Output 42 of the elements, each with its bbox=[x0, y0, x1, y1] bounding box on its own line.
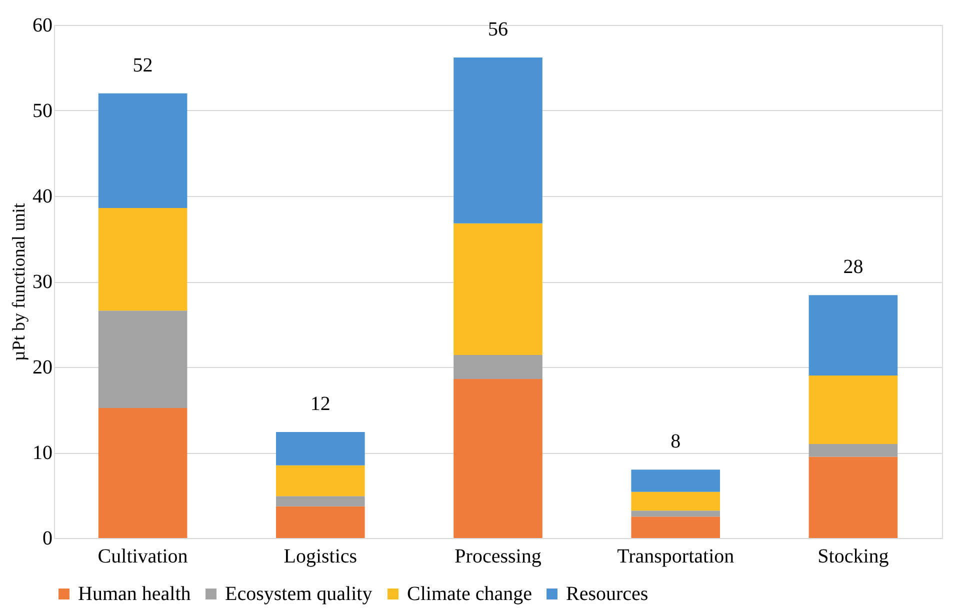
y-tick-label: 0 bbox=[42, 528, 52, 550]
bar bbox=[631, 516, 720, 538]
x-tick-label: Processing bbox=[454, 546, 542, 568]
y-tick-label: 30 bbox=[32, 271, 52, 293]
bar bbox=[98, 408, 188, 538]
bar bbox=[631, 470, 720, 492]
bar bbox=[98, 93, 188, 208]
total-label: 12 bbox=[310, 392, 330, 415]
x-tick-label: Cultivation bbox=[98, 546, 188, 568]
total-label: 8 bbox=[670, 430, 681, 453]
y-tick-label: 50 bbox=[32, 100, 52, 122]
legend-label: Ecosystem quality bbox=[225, 583, 372, 605]
y-tick-label: 10 bbox=[32, 442, 52, 464]
bar bbox=[98, 310, 188, 408]
y-tick-label: 60 bbox=[32, 14, 52, 36]
y-tick-label: 40 bbox=[32, 186, 52, 208]
x-tick-label: Logistics bbox=[284, 546, 358, 568]
bar bbox=[808, 295, 898, 376]
total-label: 28 bbox=[843, 256, 864, 278]
bar bbox=[808, 456, 898, 538]
bar bbox=[454, 57, 542, 224]
bar bbox=[276, 506, 365, 538]
legend-label: Resources bbox=[566, 583, 648, 605]
total-label: 52 bbox=[132, 54, 153, 76]
y-tick-label: 20 bbox=[32, 356, 52, 378]
bar bbox=[98, 208, 188, 311]
bar bbox=[276, 432, 365, 466]
bar bbox=[454, 355, 542, 379]
bar bbox=[454, 223, 542, 356]
total-label: 56 bbox=[488, 18, 508, 40]
bar bbox=[454, 378, 542, 538]
legend-label: Climate change bbox=[407, 583, 532, 605]
x-tick-label: Stocking bbox=[818, 546, 889, 568]
bar bbox=[276, 465, 365, 496]
bar bbox=[631, 492, 720, 511]
legend-label: Human health bbox=[78, 583, 191, 605]
bar bbox=[631, 510, 720, 517]
x-tick-label: Transportation bbox=[617, 546, 734, 568]
bar bbox=[276, 496, 365, 506]
y-axis-title: µPt by functional unit bbox=[8, 203, 28, 361]
bar bbox=[808, 444, 898, 457]
bar bbox=[808, 376, 898, 444]
